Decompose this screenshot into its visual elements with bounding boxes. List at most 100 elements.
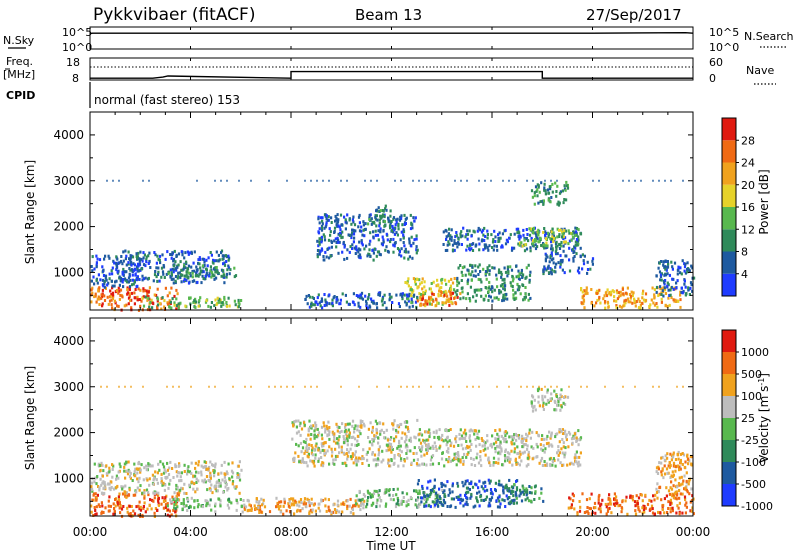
power-cell	[624, 298, 628, 302]
power-cell	[98, 303, 101, 306]
velocity-cell	[464, 434, 467, 437]
velocity-cell	[312, 424, 315, 428]
power-cell	[209, 265, 212, 269]
velocity-cell	[688, 479, 691, 483]
velocity-cell	[457, 498, 460, 501]
velocity-cell	[320, 425, 324, 429]
power-cell	[210, 253, 213, 257]
velocity-cell	[307, 500, 310, 503]
velocity-cell	[668, 461, 671, 465]
velocity-cell	[428, 495, 431, 499]
power-cell	[213, 259, 216, 263]
velocity-cell	[477, 461, 481, 465]
power-range-dot	[460, 179, 462, 182]
power-cell	[372, 235, 375, 239]
velocity-cell	[338, 430, 341, 434]
power-cell	[464, 273, 467, 277]
power-range-dot	[400, 179, 402, 182]
velocity-cell	[212, 469, 215, 473]
power-cell	[410, 221, 413, 225]
power-cell	[106, 283, 109, 287]
velocity-cell	[675, 511, 678, 515]
power-cell	[457, 237, 460, 241]
power-cell	[408, 255, 411, 259]
velocity-cell	[511, 438, 514, 442]
velocity-cell	[337, 438, 340, 442]
power-swatch	[722, 162, 736, 185]
power-cell	[131, 269, 134, 273]
velocity-cell	[238, 460, 241, 464]
velocity-cell	[355, 494, 358, 498]
power-cell	[573, 245, 576, 249]
velocity-cell	[371, 438, 374, 441]
velocity-cell	[194, 490, 197, 494]
power-cell	[491, 246, 494, 249]
velocity-cell	[173, 503, 176, 506]
power-cell	[486, 246, 489, 250]
velocity-cell	[340, 450, 343, 454]
velocity-cell	[243, 506, 246, 510]
power-cell	[431, 292, 434, 296]
velocity-cell	[118, 502, 121, 505]
velocity-cell	[513, 442, 516, 446]
velocity-cell	[373, 434, 376, 438]
power-cell	[488, 244, 491, 248]
velocity-cell	[607, 497, 610, 501]
velocity-cell	[498, 428, 501, 432]
power-cell	[368, 248, 371, 252]
velocity-cell	[470, 443, 473, 446]
power-cell	[411, 304, 414, 308]
velocity-cell	[372, 501, 375, 505]
power-cell	[331, 298, 334, 302]
power-cell	[322, 255, 325, 258]
velocity-cell	[379, 432, 382, 436]
velocity-cell	[462, 462, 465, 466]
velocity-cell	[421, 496, 424, 500]
power-cell	[487, 290, 490, 294]
power-cell	[413, 293, 416, 297]
power-cell	[149, 266, 152, 269]
velocity-cell	[608, 506, 611, 510]
power-cell	[501, 232, 504, 236]
velocity-cell	[565, 438, 568, 442]
power-cell	[353, 229, 356, 233]
power-cell	[128, 285, 132, 289]
power-cell	[518, 277, 521, 281]
velocity-cell	[638, 509, 641, 513]
power-cell	[358, 240, 361, 244]
velocity-cell	[400, 436, 403, 440]
velocity-cell	[295, 425, 298, 429]
velocity-cell	[287, 502, 290, 506]
power-cell	[564, 236, 567, 240]
velocity-cell	[545, 442, 549, 446]
velocity-cell	[328, 433, 331, 437]
velocity-cell	[190, 461, 193, 465]
power-cell	[392, 216, 396, 220]
power-cell	[492, 238, 495, 242]
velocity-cell	[561, 438, 564, 441]
velocity-cell	[669, 498, 672, 502]
velocity-cell	[416, 505, 419, 509]
velocity-cell	[470, 492, 473, 496]
power-cell	[567, 242, 570, 246]
power-cell	[484, 270, 488, 273]
power-cell	[95, 254, 98, 258]
velocity-cell	[666, 456, 669, 460]
velocity-cell	[303, 421, 306, 425]
velocity-cell	[204, 480, 207, 484]
velocity-cell	[599, 510, 602, 514]
power-cell	[202, 270, 205, 274]
power-cell	[430, 290, 433, 294]
velocity-range-dot	[496, 385, 498, 388]
power-cell	[112, 293, 115, 297]
velocity-cell	[125, 461, 128, 464]
velocity-cell	[501, 463, 504, 467]
velocity-cell	[462, 459, 465, 463]
velocity-cell	[393, 419, 396, 423]
power-cell	[555, 240, 558, 244]
velocity-cell	[531, 404, 534, 408]
velocity-cell	[176, 505, 179, 509]
velocity-cell	[478, 490, 481, 494]
power-ytick-label: 2000	[53, 220, 84, 234]
velocity-cell	[348, 433, 351, 437]
